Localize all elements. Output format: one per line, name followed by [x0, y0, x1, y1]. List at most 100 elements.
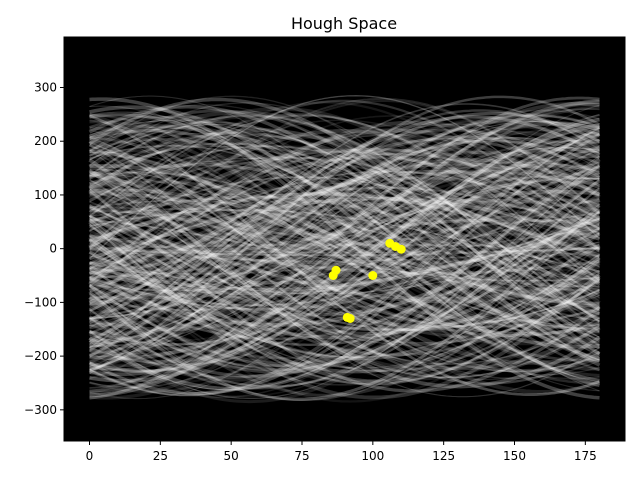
hough-curve	[88, 156, 601, 275]
hough-curve	[88, 244, 601, 386]
hough-curve	[88, 198, 601, 374]
hough-curve	[89, 157, 600, 299]
hough-curve	[89, 149, 600, 345]
hough-curve	[89, 120, 600, 367]
hough-curve	[89, 102, 600, 394]
hough-curve	[88, 101, 601, 267]
hough-curve	[88, 202, 601, 371]
hough-curve	[88, 164, 601, 382]
hough-curve	[88, 185, 601, 262]
hough-curve	[88, 156, 601, 265]
hough-curve	[89, 189, 600, 306]
x-tick-label: 175	[574, 449, 597, 463]
hough-curve	[89, 197, 600, 296]
hough-curve	[88, 111, 601, 358]
hough-curve	[89, 121, 600, 343]
hough-curve	[88, 207, 601, 360]
hough-curve	[89, 219, 600, 311]
hough-curve	[89, 145, 600, 399]
hough-curve	[89, 163, 600, 330]
hough-curve	[89, 132, 600, 373]
hough-curve	[89, 176, 600, 268]
plot-background	[64, 37, 625, 441]
hough-curve	[89, 196, 600, 272]
peak-marker	[368, 271, 378, 280]
hough-curve	[89, 149, 600, 366]
hough-curve	[89, 114, 600, 372]
hough-curve	[89, 132, 600, 338]
hough-curve	[88, 109, 601, 347]
hough-curve	[89, 163, 600, 336]
hough-curve	[89, 95, 600, 260]
hough-curve	[89, 117, 600, 383]
hough-curve	[89, 246, 600, 262]
hough-curve	[89, 145, 600, 297]
hough-curve	[88, 211, 601, 368]
y-tick-label: 100	[34, 188, 57, 202]
x-tick-label: 100	[361, 449, 384, 463]
hough-curve	[88, 115, 601, 344]
hough-curve	[88, 182, 601, 339]
hough-curve	[88, 125, 601, 396]
hough-curve	[89, 186, 600, 265]
hough-curve	[89, 219, 600, 282]
hough-curve	[89, 186, 600, 323]
hough-curve	[89, 166, 600, 399]
hough-curve	[89, 201, 600, 270]
hough-curve	[89, 155, 600, 391]
hough-curve	[88, 134, 601, 282]
hough-curve	[88, 109, 601, 352]
hough-curve	[89, 152, 600, 279]
hough-curve	[89, 161, 600, 327]
hough-curve	[88, 128, 601, 311]
hough-curve	[88, 160, 601, 311]
hough-curve	[89, 199, 600, 300]
hough-curve	[89, 119, 600, 253]
hough-curve	[89, 188, 600, 308]
hough-curve	[89, 165, 600, 346]
hough-curve	[88, 124, 601, 363]
hough-curve	[88, 178, 601, 390]
hough-curve	[88, 168, 601, 371]
hough-curve	[89, 170, 600, 327]
hough-curve	[89, 218, 600, 266]
hough-curve	[89, 196, 600, 261]
hough-curve	[88, 225, 601, 332]
hough-curve	[89, 235, 600, 369]
hough-curve	[89, 137, 600, 350]
hough-curve	[89, 232, 600, 265]
hough-curve	[89, 151, 600, 346]
hough-curve	[88, 243, 601, 340]
hough-curve	[89, 193, 600, 288]
hough-curve	[89, 196, 600, 372]
hough-curve	[89, 209, 600, 272]
hough-curve	[89, 175, 600, 319]
hough-curve	[89, 183, 600, 251]
hough-curve	[89, 189, 600, 278]
hough-curve	[88, 232, 601, 397]
hough-curve	[89, 209, 600, 288]
hough-curve	[89, 241, 600, 295]
hough-curve	[88, 154, 601, 302]
y-axis: −300 −200 −100 0 100 200 300	[24, 81, 64, 417]
hough-curve	[89, 132, 601, 374]
hough-curve	[88, 95, 601, 374]
hough-curve	[89, 144, 600, 340]
hough-curve	[88, 229, 601, 332]
hough-curve	[89, 119, 600, 380]
hough-curve	[89, 104, 600, 358]
hough-curve	[89, 120, 600, 377]
hough-curve	[89, 134, 600, 283]
hough-curve	[89, 150, 600, 347]
hough-curve	[88, 218, 601, 384]
hough-curve	[89, 149, 600, 349]
hough-curve	[89, 195, 600, 278]
hough-curve	[89, 171, 600, 276]
hough-curve	[89, 120, 600, 370]
hough-curve	[88, 237, 601, 361]
peak-markers	[328, 238, 406, 323]
hough-curve	[89, 122, 600, 371]
hough-curve	[89, 127, 600, 361]
hough-curve	[88, 97, 601, 356]
